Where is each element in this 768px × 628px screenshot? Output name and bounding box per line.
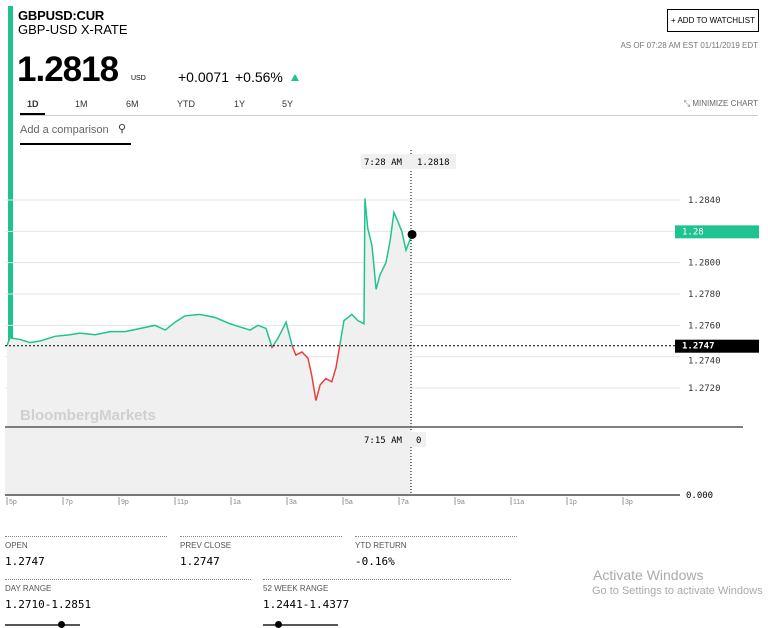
instrument-name: GBP-USD X-RATE: [18, 22, 128, 37]
divider: [5, 536, 167, 537]
timestamp: AS OF 07:28 AM EST 01/11/2019 EDT: [620, 41, 758, 50]
x-tick-label: 3a: [289, 499, 297, 506]
52-week-range-bar: [263, 621, 338, 628]
x-tick-label: 7a: [401, 499, 409, 506]
day-range-label: DAY RANGE: [5, 584, 52, 593]
x-tick-label: 1a: [233, 499, 241, 506]
y-tick-label: 1.2800: [688, 259, 721, 269]
52-week-range-value: 1.2441-1.4377: [263, 598, 350, 611]
price-line-up: [6, 198, 413, 346]
volume-crosshair-value: 0: [416, 436, 421, 446]
volume-axis-label: 0.000: [686, 491, 713, 501]
price-chart[interactable]: 1.2840 1.2800 1.2780 1.2760 1.2740 1.2720 Blo…: [0, 150, 768, 510]
prev-close-tag-label: 1.2747: [682, 342, 715, 352]
active-tab-indicator: [20, 113, 45, 115]
x-tick-label: 5a: [345, 499, 353, 506]
y-tick-label: 1.2780: [688, 290, 721, 300]
open-value: 1.2747: [5, 555, 45, 568]
search-icon[interactable]: ⚲: [118, 123, 127, 135]
crosshair-time: 7:28 AM: [364, 158, 403, 168]
price-change: +0.0071: [178, 69, 229, 85]
x-tick-label: 11p: [177, 499, 188, 506]
activate-windows-title: Activate Windows: [593, 567, 704, 583]
divider: [180, 536, 342, 537]
y-tick-label: 1.2740: [688, 357, 721, 367]
tab-1d[interactable]: 1D: [27, 99, 39, 109]
comparison-underline: [20, 143, 131, 145]
minimize-chart-button[interactable]: ⤡ MINIMIZE CHART: [684, 99, 758, 109]
tab-5y[interactable]: 5Y: [282, 99, 294, 109]
price-area: [7, 198, 413, 427]
y-tick-label: 1.2720: [688, 384, 721, 394]
prev-close-value: 1.2747: [180, 555, 220, 568]
ticker-symbol: GBPUSD:CUR: [18, 8, 105, 23]
minimize-label: MINIMIZE CHART: [692, 99, 758, 108]
comparison-input[interactable]: Add a comparison: [20, 124, 109, 136]
currency: USD: [131, 75, 146, 82]
day-range-marker: [57, 621, 65, 628]
last-price-tag: [675, 225, 759, 239]
up-arrow-icon: [291, 74, 299, 81]
last-price-tag-label: 1.28: [682, 227, 704, 237]
x-tick-label: 9p: [121, 499, 129, 506]
52-week-range-label: 52 WEEK RANGE: [263, 584, 329, 593]
divider: [263, 579, 511, 580]
ytd-return-value: -0.16%: [355, 555, 395, 568]
x-tick-label: 7p: [65, 499, 73, 506]
divider: [5, 579, 251, 580]
minimize-icon: ⤡: [683, 99, 693, 108]
tab-ytd[interactable]: YTD: [177, 99, 195, 109]
y-tick-label: 1.2760: [688, 321, 721, 331]
add-to-watchlist-button[interactable]: + ADD TO WATCHLIST: [667, 9, 759, 32]
divider: [355, 536, 517, 537]
prev-close-tag: [675, 339, 759, 353]
tab-1m[interactable]: 1M: [75, 99, 88, 109]
x-tick-label: 5p: [9, 499, 17, 506]
x-tick-label: 11a: [513, 499, 524, 506]
52-week-range-marker: [274, 621, 282, 628]
tab-6m[interactable]: 6M: [126, 99, 139, 109]
volume-crosshair-time: 7:15 AM: [364, 436, 403, 446]
last-price: 1.2818: [17, 50, 119, 89]
activate-windows-subtitle: Go to Settings to activate Windows: [592, 585, 763, 597]
volume-area: [5, 428, 411, 495]
day-range-bar: [5, 621, 80, 628]
watermark-logo: BloombergMarkets: [20, 407, 156, 424]
day-range-value: 1.2710-1.2851: [5, 598, 92, 611]
x-tick-label: 1p: [569, 499, 577, 506]
accent-bar: [8, 6, 13, 346]
open-label: OPEN: [5, 541, 28, 550]
crosshair-value: 1.2818: [417, 158, 450, 168]
percent-change: +0.56%: [235, 69, 283, 85]
tab-1y[interactable]: 1Y: [234, 99, 246, 109]
ytd-return-label: YTD RETURN: [355, 541, 407, 550]
y-tick-label: 1.2840: [688, 196, 721, 206]
prev-close-label: PREV CLOSE: [180, 541, 232, 550]
x-tick-label: 3p: [625, 499, 633, 506]
x-tick-label: 9a: [457, 499, 465, 506]
last-point-marker: [407, 229, 417, 239]
tab-divider: [20, 115, 758, 116]
